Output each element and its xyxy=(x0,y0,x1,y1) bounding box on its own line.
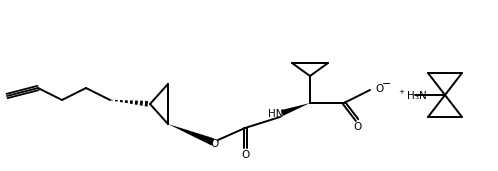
Text: −: − xyxy=(382,79,391,89)
Polygon shape xyxy=(281,103,310,116)
Text: HN: HN xyxy=(268,109,284,119)
Text: O: O xyxy=(375,84,383,94)
Text: O: O xyxy=(241,150,249,160)
Text: $^+$H₃N: $^+$H₃N xyxy=(397,88,427,102)
Polygon shape xyxy=(168,124,215,146)
Text: O: O xyxy=(353,122,361,132)
Text: O: O xyxy=(210,139,218,149)
